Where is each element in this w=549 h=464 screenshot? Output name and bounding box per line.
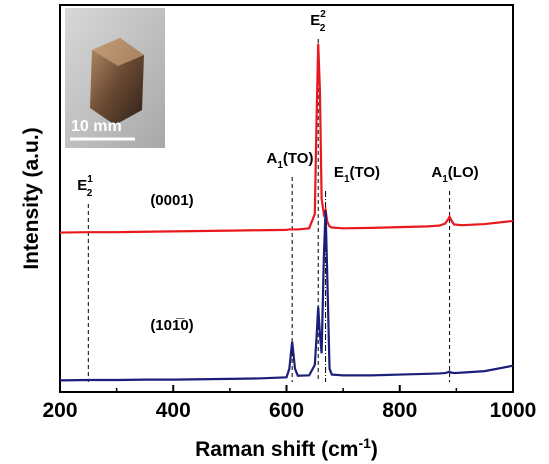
x-tick-label: 600	[269, 399, 304, 422]
x-axis-label-text: Raman shift (cm	[195, 438, 358, 461]
peak-label-suffix: (TO)	[283, 150, 314, 167]
peak-label-suffix: (LO)	[448, 164, 479, 181]
x-tick-label: 400	[156, 399, 191, 422]
x-axis-label-suffix: )	[371, 438, 378, 461]
x-tick-label: 1000	[490, 399, 537, 422]
series-label: (101̅0)	[150, 317, 193, 334]
peak-label-text: A	[267, 150, 278, 167]
peak-label-text: E	[77, 177, 87, 194]
x-tick-label: 800	[382, 399, 417, 422]
peak-label-suffix: (TO)	[350, 164, 381, 181]
x-axis-label: Raman shift (cm-1)	[195, 435, 378, 461]
series-label: (0001)	[150, 192, 193, 209]
inset-photo: 10 mm	[65, 8, 165, 148]
series-line	[60, 210, 513, 380]
peak-label-text: E	[310, 12, 320, 29]
peak-label: A1(LO)	[431, 164, 478, 185]
peak-label-sup: 2	[320, 9, 326, 20]
peak-label-sub: 2	[87, 188, 93, 199]
peak-label-sup: 1	[87, 174, 93, 185]
inset-scale-label: 10 mm	[71, 118, 122, 135]
peak-label-text: A	[431, 164, 442, 181]
peak-label-sub: 2	[320, 23, 326, 34]
chart: 10 mm 200 400 600 800 1000 Raman shift (cm-1)…	[0, 0, 549, 464]
peak-label: A1(TO)	[267, 150, 314, 171]
peak-label: E1 2	[77, 174, 93, 199]
peak-label: E1(TO)	[334, 164, 380, 185]
peak-label-text: E	[334, 164, 344, 181]
x-tick-label: 200	[42, 399, 77, 422]
y-axis-label: Intensity (a.u.)	[20, 127, 43, 269]
peak-label: E2 2	[310, 9, 326, 34]
x-axis-label-sup: -1	[358, 435, 371, 451]
